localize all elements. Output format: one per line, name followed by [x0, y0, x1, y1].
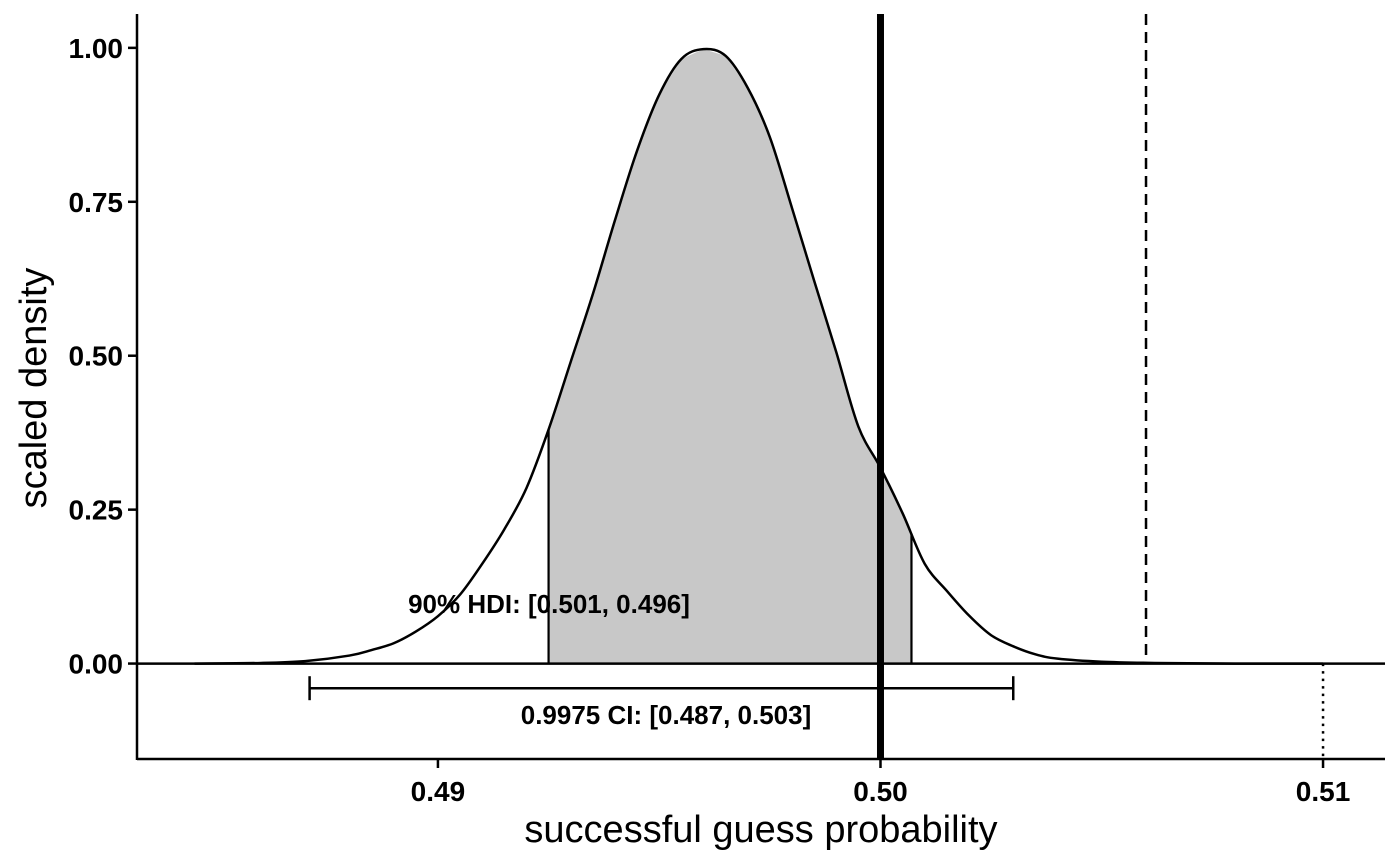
x-axis-title: successful guess probability [524, 809, 997, 851]
density-curve [194, 47, 1324, 665]
hdi-area [548, 49, 912, 664]
y-tick-label: 0.50 [69, 341, 124, 372]
y-tick-label: 0.25 [69, 495, 124, 526]
y-axis-title: scaled density [13, 268, 55, 509]
x-tick-label: 0.50 [853, 776, 908, 807]
y-tick-label: 0.75 [69, 187, 124, 218]
hdi-label: 90% HDI: [0.501, 0.496] [408, 589, 690, 619]
x-tick-label: 0.49 [411, 776, 466, 807]
plot-area [137, 14, 1385, 759]
y-tick-label: 1.00 [69, 33, 124, 64]
y-ticks: 0.00 0.25 0.50 0.75 1.00 [69, 33, 137, 680]
y-tick-label: 0.00 [69, 649, 124, 680]
axes [135, 14, 1385, 761]
ci-label: 0.9975 CI: [0.487, 0.503] [521, 700, 812, 730]
x-ticks: 0.49 0.50 0.51 [411, 759, 1351, 807]
x-tick-label: 0.51 [1296, 776, 1351, 807]
